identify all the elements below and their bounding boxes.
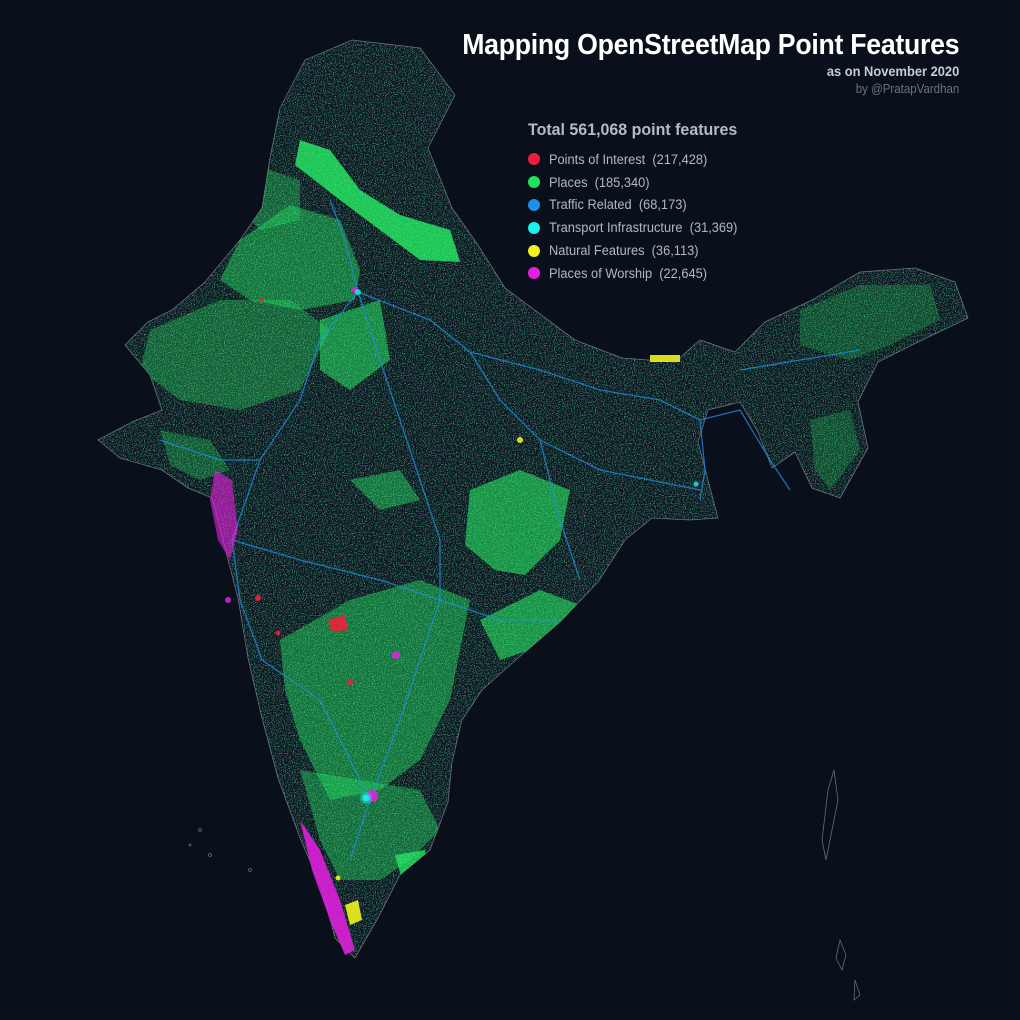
- legend-label: Points of Interest (217,428): [549, 151, 708, 167]
- legend-dot-icon: [528, 221, 540, 234]
- legend-dot-icon: [528, 244, 540, 257]
- legend-item: Points of Interest (217,428): [528, 148, 751, 171]
- legend-item: Places (185,340): [528, 171, 751, 194]
- legend-dot-icon: [528, 267, 540, 280]
- map-title: Mapping OpenStreetMap Point Features: [461, 29, 959, 61]
- map-subtitle: as on November 2020: [826, 63, 959, 79]
- legend-item: Transport Infrastructure (31,369): [528, 216, 751, 239]
- legend-dot-icon: [528, 153, 540, 166]
- natural-feature-clusters: [335, 355, 680, 925]
- northeast-places: [800, 285, 940, 490]
- poi-clusters: [255, 298, 353, 685]
- legend-dot-icon: [528, 176, 540, 189]
- legend-item: Traffic Related (68,173): [528, 194, 751, 217]
- traffic-network: [159, 199, 861, 861]
- transport-clusters: [355, 289, 699, 803]
- legend: Total 561,068 point features Points of I…: [528, 120, 751, 285]
- legend-total: Total 561,068 point features: [528, 120, 738, 139]
- legend-label: Places (185,340): [549, 174, 650, 190]
- legend-label: Places of Worship (22,645): [549, 265, 708, 281]
- legend-dot-icon: [528, 198, 540, 211]
- legend-label: Traffic Related (68,173): [549, 197, 687, 213]
- legend-label: Transport Infrastructure (31,369): [549, 220, 738, 236]
- title-block: Mapping OpenStreetMap Point Features as …: [419, 28, 959, 96]
- legend-label: Natural Features (36,113): [549, 243, 699, 259]
- author-byline: by @PratapVardhan: [855, 82, 959, 96]
- legend-item: Places of Worship (22,645): [528, 262, 751, 285]
- legend-item: Natural Features (36,113): [528, 239, 751, 262]
- island-outlines: [188, 769, 861, 1001]
